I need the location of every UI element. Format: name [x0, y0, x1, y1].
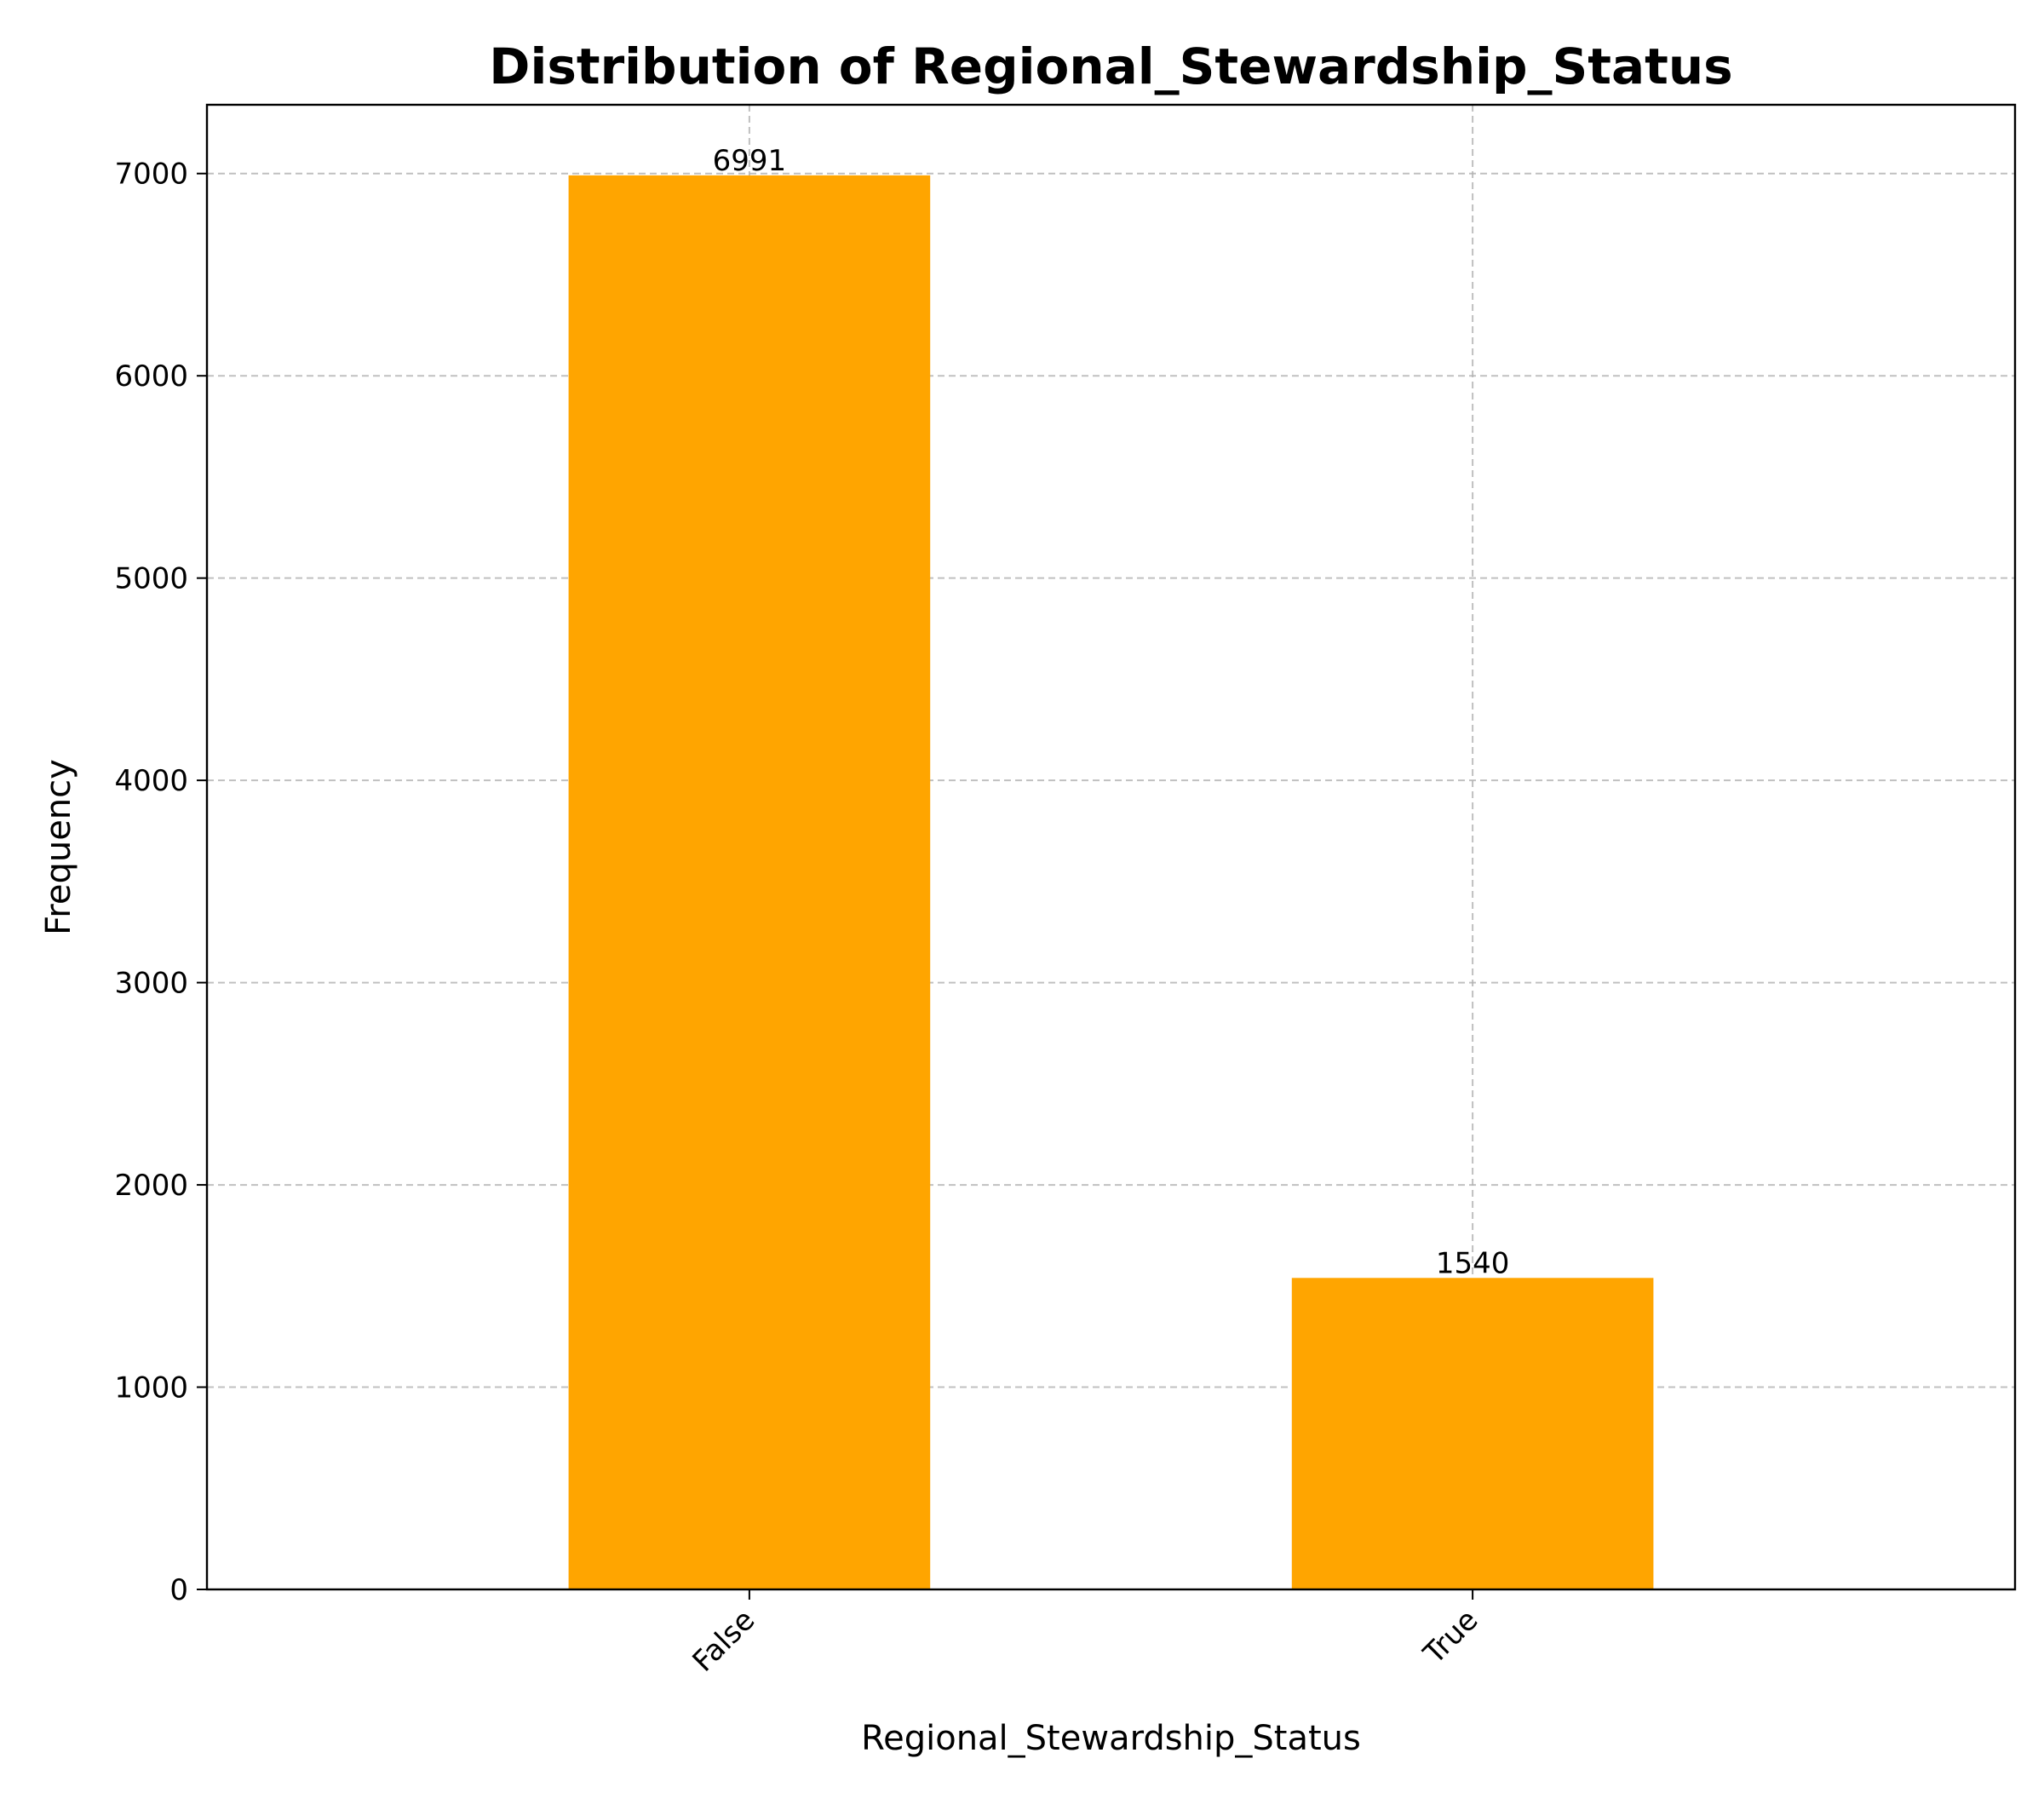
- y-tick-label: 5000: [114, 562, 188, 596]
- data-labels: 6991 1540: [713, 144, 1510, 1280]
- chart-title: Distribution of Regional_Stewardship_Sta…: [489, 37, 1732, 95]
- y-tick-label: 6000: [114, 359, 188, 394]
- bar-false: [568, 175, 931, 1589]
- y-tick-label: 1000: [114, 1371, 188, 1405]
- bar-value-label: 6991: [713, 144, 787, 178]
- y-tick-label: 7000: [114, 158, 188, 192]
- y-axis-label: Frequency: [39, 759, 78, 935]
- bars: [568, 175, 1654, 1589]
- bar-true: [1291, 1278, 1654, 1589]
- bar-value-label: 1540: [1436, 1246, 1510, 1280]
- y-tick-label: 0: [169, 1573, 188, 1607]
- x-axis-label: Regional_Stewardship_Status: [861, 1719, 1361, 1758]
- y-tick-label: 4000: [114, 764, 188, 798]
- y-tick-label: 3000: [114, 967, 188, 1001]
- y-tick-label: 2000: [114, 1169, 188, 1203]
- plot-frame: [205, 103, 2017, 1591]
